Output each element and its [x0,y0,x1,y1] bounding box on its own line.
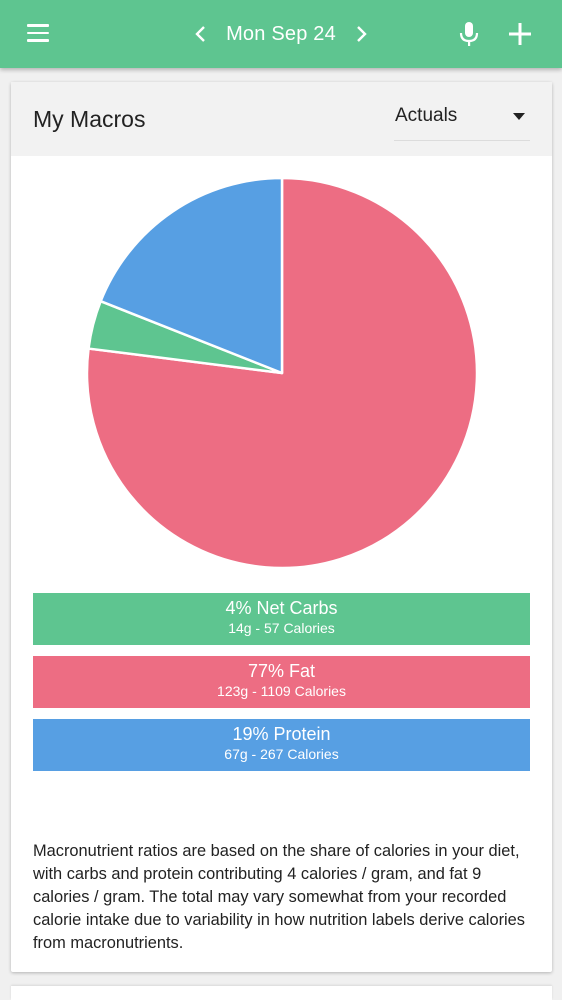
card-header: My Macros Actuals [11,82,552,156]
view-select-dropdown[interactable]: Actuals [394,104,530,141]
net-carbs-detail: 14g - 57 Calories [228,620,335,636]
previous-day-chevron-icon[interactable] [186,19,216,49]
macros-card: My Macros Actuals 4% Net Carbs 14g - 57 … [11,82,552,972]
macro-explanation-text: Macronutrient ratios are based on the sh… [33,842,525,952]
next-card-edge [11,986,552,1000]
fat-bar[interactable]: 77% Fat 123g - 1109 Calories [33,656,530,708]
current-date[interactable]: Mon Sep 24 [226,22,336,45]
pie-slice-fat [85,176,479,570]
fat-detail: 123g - 1109 Calories [217,683,346,699]
protein-title: 19% Protein [232,724,331,744]
net-carbs-bar[interactable]: 4% Net Carbs 14g - 57 Calories [33,593,530,645]
menu-icon[interactable] [27,24,49,44]
view-select-value: Actuals [395,105,458,126]
next-day-chevron-icon[interactable] [346,19,376,49]
date-navigation: Mon Sep 24 [0,0,562,68]
microphone-icon[interactable] [456,20,482,48]
add-icon[interactable] [506,20,534,48]
protein-detail: 67g - 267 Calories [224,746,339,762]
macros-pie-chart [85,176,479,570]
app-bar: Mon Sep 24 [0,0,562,68]
protein-bar[interactable]: 19% Protein 67g - 267 Calories [33,719,530,771]
pie-slice-protein [99,176,284,375]
net-carbs-title: 4% Net Carbs [225,598,338,618]
fat-title: 77% Fat [247,661,316,681]
dropdown-caret-icon [513,113,525,120]
card-title: My Macros [33,106,146,132]
